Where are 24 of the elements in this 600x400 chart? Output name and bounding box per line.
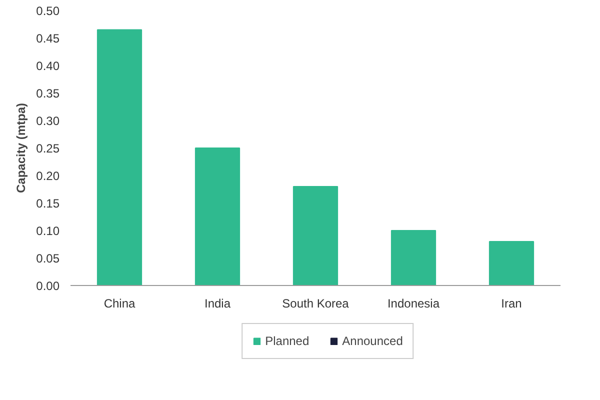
y-tick-label: 0.15 bbox=[36, 196, 60, 210]
y-tick-label: 0.25 bbox=[36, 142, 60, 156]
x-tick-label: Iran bbox=[501, 296, 522, 310]
y-axis-title: Capacity (mtpa) bbox=[14, 102, 28, 194]
y-tick-label: 0.45 bbox=[36, 32, 60, 46]
x-tick-label: Indonesia bbox=[387, 296, 440, 310]
legend-label: Planned bbox=[265, 334, 310, 348]
y-tick-label: 0.10 bbox=[36, 224, 60, 238]
y-tick-label: 0.00 bbox=[36, 279, 60, 293]
x-tick-label: South Korea bbox=[282, 296, 350, 310]
bar bbox=[194, 148, 240, 286]
bar bbox=[292, 186, 338, 286]
x-tick-label: India bbox=[204, 296, 231, 310]
bar bbox=[488, 241, 534, 286]
bar bbox=[390, 230, 436, 286]
bar bbox=[96, 29, 142, 286]
y-tick-label: 0.50 bbox=[36, 4, 60, 18]
y-tick-label: 0.35 bbox=[36, 86, 60, 100]
y-tick-label: 0.30 bbox=[36, 114, 60, 128]
y-tick-label: 0.40 bbox=[36, 59, 60, 73]
x-tick-label: China bbox=[104, 296, 136, 310]
legend-label: Announced bbox=[342, 334, 403, 348]
y-tick-label: 0.05 bbox=[36, 252, 60, 266]
y-tick-label: 0.20 bbox=[36, 169, 60, 183]
